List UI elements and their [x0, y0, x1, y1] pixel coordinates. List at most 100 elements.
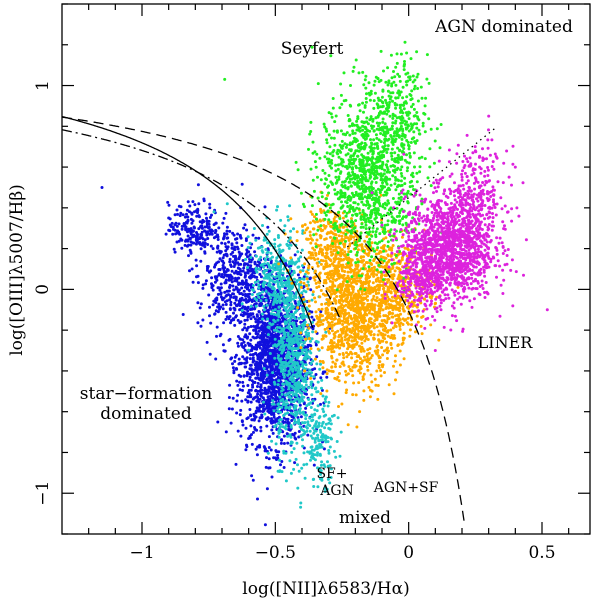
point [250, 300, 254, 303]
point [288, 433, 292, 437]
point [273, 242, 277, 246]
point [310, 448, 314, 452]
point [292, 447, 296, 451]
point [285, 383, 289, 386]
point [284, 263, 288, 267]
point [319, 310, 323, 314]
point [307, 334, 310, 338]
point [327, 449, 331, 452]
point [328, 427, 332, 431]
point [303, 476, 307, 480]
point [275, 373, 279, 377]
point [291, 380, 295, 384]
point [276, 318, 280, 322]
point [297, 283, 301, 286]
point [351, 374, 355, 378]
point [304, 348, 308, 352]
point [372, 333, 376, 337]
point [293, 262, 297, 266]
point [266, 395, 270, 399]
point [271, 267, 275, 270]
point [378, 360, 382, 364]
point [214, 221, 218, 225]
point [266, 250, 270, 254]
point [188, 210, 191, 214]
point [330, 292, 333, 296]
point [282, 366, 286, 370]
point [244, 312, 248, 316]
point [254, 376, 258, 380]
point [337, 300, 341, 304]
point [311, 330, 315, 334]
point [246, 341, 250, 345]
point [456, 285, 460, 289]
point [258, 385, 262, 389]
point [320, 438, 324, 442]
point [304, 290, 308, 294]
point [245, 307, 248, 311]
point [266, 314, 270, 318]
point [238, 235, 242, 239]
point [347, 322, 351, 326]
point [308, 277, 312, 281]
point [300, 314, 303, 317]
point [324, 302, 327, 306]
point [239, 262, 243, 266]
point [299, 331, 303, 335]
point [327, 323, 331, 327]
point [254, 320, 258, 324]
point [287, 387, 291, 391]
point [295, 309, 299, 313]
point [186, 200, 190, 204]
point [239, 320, 243, 324]
point [292, 324, 296, 327]
point [336, 329, 340, 333]
point [355, 425, 359, 429]
point [357, 369, 361, 373]
point [236, 318, 240, 322]
point [286, 420, 290, 424]
point [302, 315, 306, 319]
point [265, 487, 269, 491]
point [240, 399, 244, 403]
point [272, 328, 276, 332]
point [295, 374, 299, 378]
point [213, 280, 217, 284]
point [199, 324, 203, 328]
point [233, 245, 237, 249]
point [297, 257, 301, 261]
point [310, 415, 314, 419]
point [283, 420, 287, 424]
point [299, 346, 303, 350]
point [268, 352, 272, 355]
point [260, 333, 264, 337]
point [264, 348, 268, 352]
point [261, 317, 265, 321]
point [287, 318, 291, 322]
point [235, 278, 238, 282]
point [229, 321, 232, 325]
point [331, 282, 335, 286]
point [330, 356, 334, 360]
point [310, 386, 314, 390]
point [310, 393, 314, 397]
point [183, 215, 187, 219]
point [221, 343, 225, 347]
point [329, 467, 333, 471]
point [330, 326, 334, 330]
point [257, 329, 261, 333]
point [290, 269, 294, 273]
point [364, 337, 368, 341]
point [218, 257, 222, 261]
point [315, 362, 319, 366]
point [272, 409, 276, 413]
point [197, 227, 201, 231]
point [232, 292, 235, 296]
point [281, 248, 285, 252]
point [321, 360, 325, 363]
point [338, 352, 342, 356]
point [318, 367, 322, 371]
point [271, 309, 275, 313]
point [244, 398, 248, 402]
point [274, 340, 278, 344]
